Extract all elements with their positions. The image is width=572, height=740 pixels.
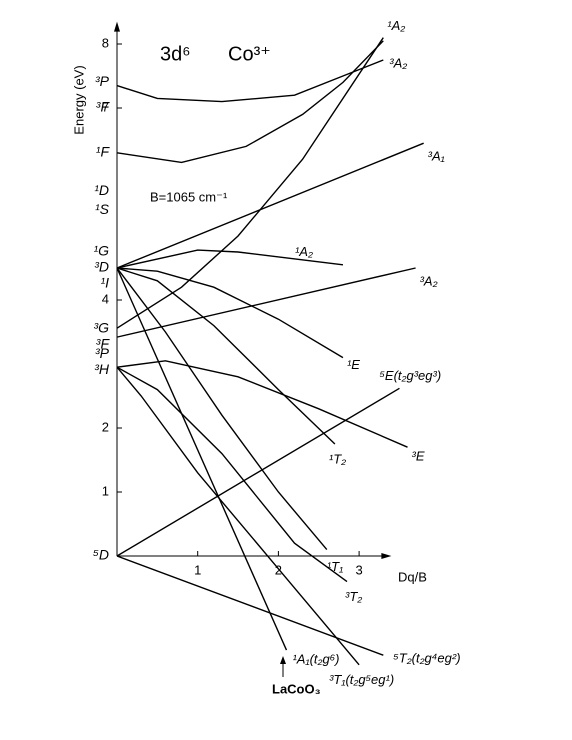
term-label: ³D xyxy=(94,259,109,275)
curve-label: ¹A₁(t₂g⁶) xyxy=(292,652,339,667)
y-tick-label: 2 xyxy=(102,419,109,434)
x-tick-label: 1 xyxy=(194,562,201,577)
chart-title: 3d⁶ xyxy=(160,43,190,65)
curve xyxy=(116,366,348,583)
term-label: ³P xyxy=(95,345,110,361)
curve-label: ³E xyxy=(412,449,425,464)
term-label: ¹S xyxy=(95,201,110,217)
curve-label: ⁵E(t₂g³eg³) xyxy=(379,368,441,383)
y-axis-label: Energy (eV) xyxy=(71,65,86,134)
term-label: ⁵D xyxy=(93,547,109,563)
annotation: B=1065 cm⁻¹ xyxy=(150,189,228,204)
curve-label: ³A₁ xyxy=(428,149,445,164)
curve xyxy=(116,249,344,269)
term-label: ¹G xyxy=(93,243,109,259)
term-label: ³G xyxy=(93,320,109,336)
curve xyxy=(116,40,384,164)
y-axis-arrow xyxy=(114,21,120,32)
curve xyxy=(116,555,384,656)
curve-label: ³A₂ xyxy=(420,273,438,288)
curve xyxy=(116,366,360,666)
curve xyxy=(116,267,288,651)
chart-subtitle: Co³⁺ xyxy=(228,43,271,65)
curve-label: ³T₁(t₂g⁵eg¹) xyxy=(329,672,394,687)
curve-label: ¹E xyxy=(347,357,360,372)
curve-label: ¹A₂ xyxy=(387,18,405,33)
curve xyxy=(116,267,344,359)
x-tick-label: 2 xyxy=(275,562,282,577)
curve-label: ¹T₁ xyxy=(327,559,343,574)
curve-label: ¹A₂ xyxy=(295,244,313,259)
pointer-arrow-head xyxy=(280,656,286,664)
y-tick-label: 4 xyxy=(102,291,109,306)
curve xyxy=(116,360,408,448)
curve xyxy=(116,267,336,445)
curve xyxy=(116,387,400,557)
curve-label: ⁵T₂(t₂g⁴eg²) xyxy=(393,651,460,666)
curve xyxy=(116,37,384,329)
pointer-label: LaCoO₃ xyxy=(272,681,321,696)
curve xyxy=(116,267,416,338)
x-axis-label: Dq/B xyxy=(398,569,427,584)
curve xyxy=(116,142,424,269)
term-label: ³H xyxy=(94,361,110,377)
term-label: ¹D xyxy=(94,182,109,198)
term-label: ³P xyxy=(95,73,110,89)
term-label: ³F xyxy=(96,99,111,115)
curve-label: ³A₂ xyxy=(389,55,407,70)
term-label: ¹I xyxy=(100,275,109,291)
y-tick-label: 7 xyxy=(102,99,109,114)
curve xyxy=(116,267,328,551)
curve-label: ¹T₂ xyxy=(329,451,346,466)
term-label: ³F xyxy=(96,336,111,352)
curve xyxy=(116,59,384,103)
y-tick-label: 1 xyxy=(102,483,109,498)
curve-label: ³T₂ xyxy=(345,589,362,604)
x-axis-arrow xyxy=(381,553,392,559)
y-tick-label: 8 xyxy=(102,35,109,50)
x-tick-label: 3 xyxy=(355,562,362,577)
term-label: ¹F xyxy=(96,144,111,160)
